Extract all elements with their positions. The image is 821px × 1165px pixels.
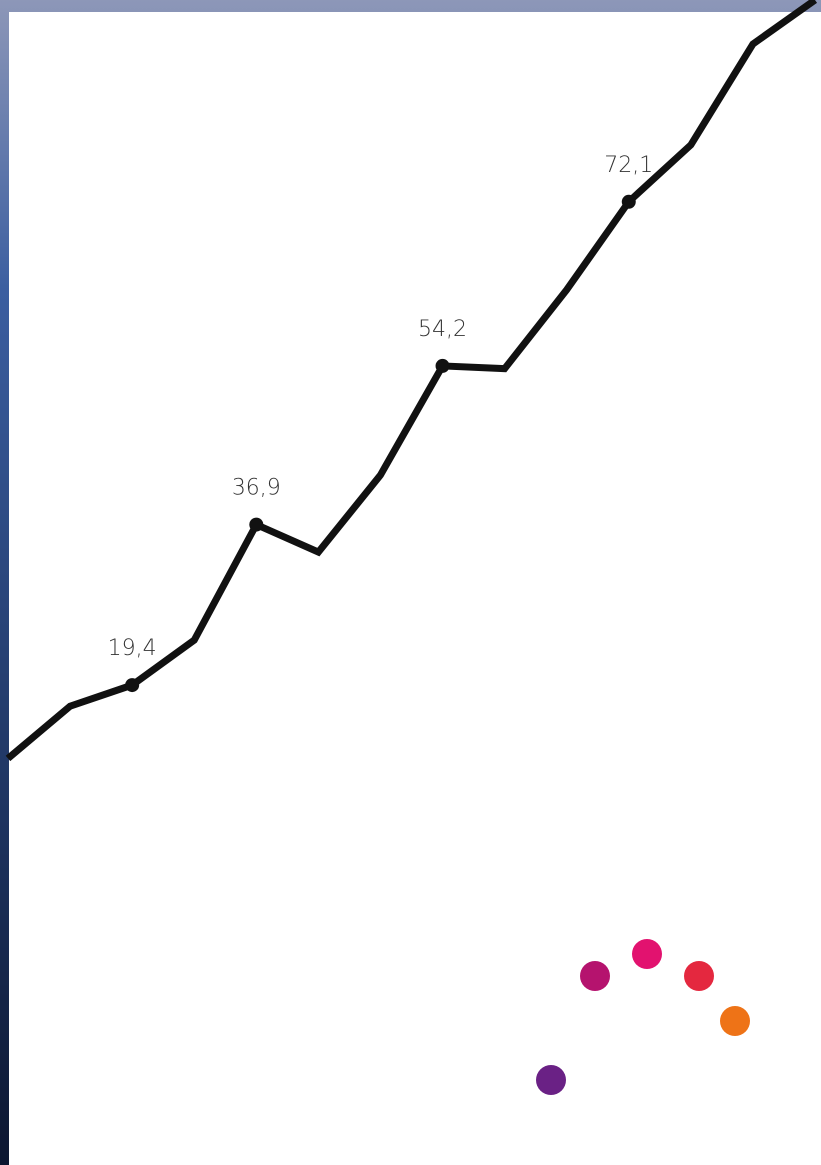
line — [5, 0, 818, 762]
data-label: 19,4 — [108, 636, 157, 661]
logo-dot — [580, 961, 610, 991]
data-label: 36,9 — [232, 476, 281, 501]
logo-dot — [684, 961, 714, 991]
point — [125, 678, 140, 693]
logo-dots — [536, 939, 750, 1095]
point — [621, 194, 636, 209]
point — [249, 517, 264, 532]
logo-dot — [720, 1006, 750, 1036]
point — [435, 358, 450, 373]
data-label: 54,2 — [418, 317, 467, 342]
logo-dot — [536, 1065, 566, 1095]
logo-dot — [632, 939, 662, 969]
data-label: 72,1 — [604, 153, 653, 178]
